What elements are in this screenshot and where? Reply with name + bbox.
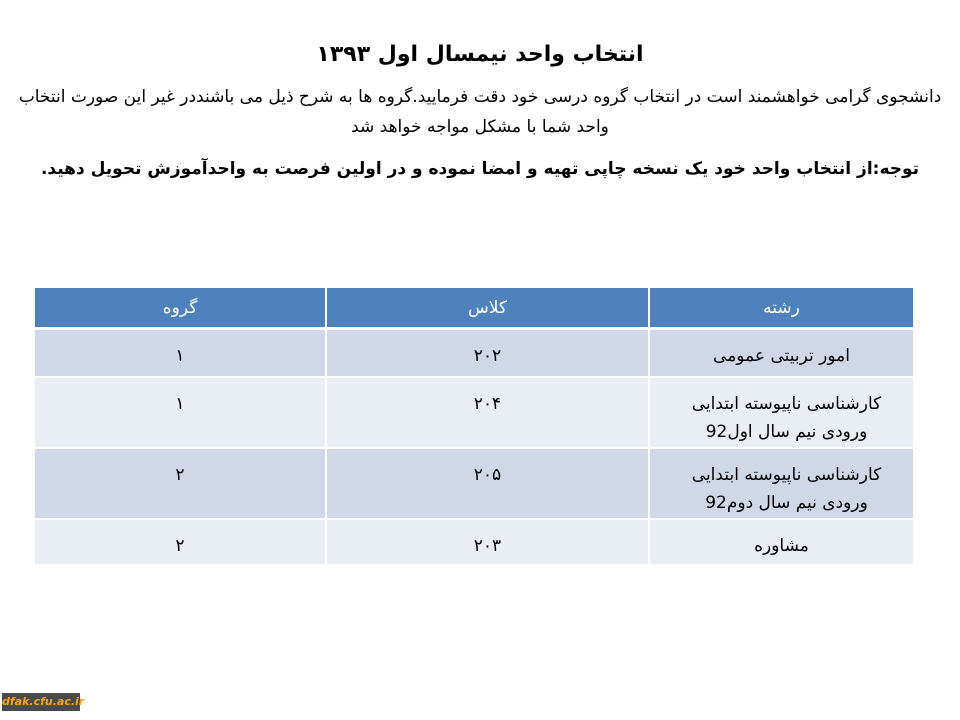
table-row: کارشناسی ناپیوسته ابتدایی ورودی نیم سال …: [33, 376, 913, 449]
cell-group: ۲: [33, 518, 326, 566]
cell-field: امور تربیتی عمومی: [648, 328, 913, 378]
groups-table: رشته کلاس گروه امور تربیتی عمومی ۲۰۲ ۱ ک…: [33, 288, 913, 566]
cell-class: ۲۰۳: [325, 518, 649, 566]
page-title: انتخاب واحد نیمسال اول ۱۳۹۳: [316, 42, 644, 67]
header-field: رشته: [648, 288, 913, 330]
cell-field: کارشناسی ناپیوسته ابتدایی ورودی نیم سال …: [648, 376, 913, 449]
note-text: توجه:از انتخاب واحد خود یک نسخه چاپی تهی…: [40, 159, 920, 179]
header-class: کلاس: [325, 288, 649, 330]
cell-field: مشاوره: [648, 518, 913, 566]
table-row: امور تربیتی عمومی ۲۰۲ ۱: [33, 328, 913, 378]
cell-group: ۱: [33, 328, 326, 378]
table-row: مشاوره ۲۰۳ ۲: [33, 518, 913, 566]
intro-text: دانشجوی گرامی خواهشمند است در انتخاب گرو…: [18, 87, 942, 137]
cell-class: ۲۰۲: [325, 328, 649, 378]
table-header-row: رشته کلاس گروه: [33, 288, 913, 330]
cell-group: ۲: [33, 447, 326, 520]
cell-class: ۲۰۴: [325, 376, 649, 449]
cell-group: ۱: [33, 376, 326, 449]
header-group: گروه: [33, 288, 326, 330]
site-logo: dfak.cfu.ac.ir: [2, 693, 84, 711]
table-row: کارشناسی ناپیوسته ابتدایی ورودی نیم سال …: [33, 447, 913, 520]
cell-class: ۲۰۵: [325, 447, 649, 520]
cell-field: کارشناسی ناپیوسته ابتدایی ورودی نیم سال …: [648, 447, 913, 520]
